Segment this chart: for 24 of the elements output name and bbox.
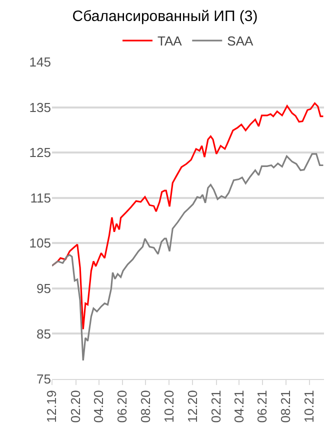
x-tick-label: 04.21 [231, 390, 246, 423]
line-series [52, 153, 324, 362]
y-tick-label: 125 [29, 145, 51, 160]
y-tick-label: 105 [29, 236, 51, 251]
y-tick-label: 135 [29, 100, 51, 115]
x-tick-label: 12.19 [44, 390, 60, 423]
y-tick-label: 145 [29, 54, 51, 70]
x-tick-label: 04.20 [91, 390, 106, 423]
legend-label: SAA [227, 34, 254, 49]
x-tick-label: 10.20 [161, 390, 176, 423]
x-tick-label: 08.20 [138, 390, 153, 423]
x-tick-label: 02.21 [208, 390, 224, 423]
y-tick-label: 85 [36, 326, 51, 342]
x-tick-label: 10.21 [302, 390, 317, 423]
legend-label: TAA [158, 34, 182, 49]
y-tick-label: 95 [36, 280, 51, 296]
x-tick-label: 08.21 [278, 390, 294, 423]
y-tick-label: 115 [30, 190, 51, 206]
x-tick-label: 02.20 [68, 390, 84, 423]
y-tick-label: 75 [36, 372, 51, 387]
x-tick-label: 12.20 [184, 390, 200, 423]
x-tick-label: 06.20 [114, 390, 130, 423]
chart-title: Сбалансированный ИП (3) [72, 8, 258, 26]
x-tick-label: 06.21 [254, 390, 270, 423]
